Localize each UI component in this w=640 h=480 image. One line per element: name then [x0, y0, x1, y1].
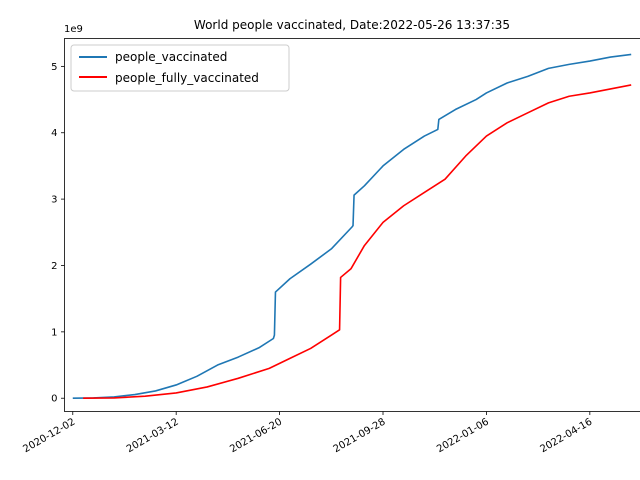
x-axis: 2020-12-02 2021-03-12 2021-06-20 2021-09-28… — [21, 411, 594, 456]
x-tick-label: 2022-04-16 — [538, 417, 594, 456]
legend: people_vaccinated people_fully_vaccinate… — [70, 44, 290, 92]
x-tick-label: 2021-03-12 — [125, 417, 181, 456]
legend-label-people-vaccinated: people_vaccinated — [115, 50, 227, 64]
axes-frame — [64, 38, 640, 412]
legend-label-people-fully-vaccinated: people_fully_vaccinated — [115, 71, 259, 85]
chart-title: World people vaccinated, Date:2022-05-26… — [194, 18, 510, 32]
series-line-people-vaccinated — [72, 53, 632, 400]
y-tick-label: 1 — [51, 327, 57, 338]
y-tick-label: 5 — [51, 62, 57, 73]
x-tick-label: 2020-12-02 — [21, 417, 77, 456]
legend-frame — [70, 44, 290, 92]
y-tick-label: 3 — [51, 195, 57, 206]
series-line-people-fully-vaccinated — [83, 84, 632, 400]
x-tick-label: 2021-09-28 — [332, 417, 388, 456]
series-layer — [72, 53, 632, 400]
x-tick-label: 2021-06-20 — [228, 417, 284, 456]
y-tick-label: 0 — [51, 394, 57, 405]
plot-area — [64, 38, 640, 412]
y-tick-label: 4 — [51, 128, 57, 139]
y-axis: 0 1 2 3 4 5 — [51, 62, 65, 405]
x-tick-label: 2022-01-06 — [435, 417, 491, 456]
y-tick-label: 2 — [51, 261, 57, 272]
y-multiplier-label: 1e9 — [64, 24, 83, 35]
